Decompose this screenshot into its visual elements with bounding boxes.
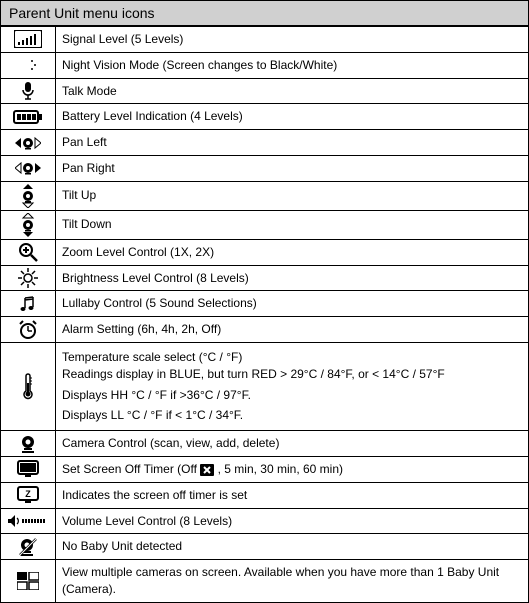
table-row: View multiple cameras on screen. Availab… [1,560,529,603]
table-row: Lullaby Control (5 Sound Selections) [1,291,529,317]
description: No Baby Unit detected [56,534,529,560]
header-bar: Parent Unit menu icons [0,0,529,26]
camera-control-icon [1,431,56,457]
table-row: Tilt Down [1,210,529,239]
table-row: Alarm Setting (6h, 4h, 2h, Off) [1,317,529,343]
signal-icon [1,27,56,53]
tilt-down-icon [1,210,56,239]
table-row: Temperature scale select (°C / °F) Readi… [1,342,529,430]
timer-text-b: , 5 min, 30 min, 60 min) [214,462,343,476]
temp-line1: Temperature scale select (°C / °F) [62,349,522,366]
tilt-up-icon [1,181,56,210]
table-row: No Baby Unit detected [1,534,529,560]
table-row: Tilt Up [1,181,529,210]
description: Pan Left [56,130,529,156]
battery-icon [1,104,56,130]
talk-icon [1,78,56,104]
description: Pan Right [56,155,529,181]
screen-timer-icon [1,456,56,482]
temperature-icon [1,342,56,430]
table-row: Brightness Level Control (8 Levels) [1,265,529,291]
table-row: Volume Level Control (8 Levels) [1,508,529,534]
description: Night Vision Mode (Screen changes to Bla… [56,52,529,78]
description: Temperature scale select (°C / °F) Readi… [56,342,529,430]
table-row: Night Vision Mode (Screen changes to Bla… [1,52,529,78]
no-baby-unit-icon [1,534,56,560]
pan-left-icon [1,130,56,156]
description: Signal Level (5 Levels) [56,27,529,53]
description: Alarm Setting (6h, 4h, 2h, Off) [56,317,529,343]
description: Brightness Level Control (8 Levels) [56,265,529,291]
timer-text-a: Set Screen Off Timer (Off [62,462,200,476]
table-row: Z Indicates the screen off timer is set [1,482,529,508]
table-row: Pan Right [1,155,529,181]
temp-line4: Displays LL °C / °F if < 1°C / 34°F. [62,407,522,424]
description: Set Screen Off Timer (Off , 5 min, 30 mi… [56,456,529,482]
description: Indicates the screen off timer is set [56,482,529,508]
table-row: Zoom Level Control (1X, 2X) [1,239,529,265]
timer-set-icon: Z [1,482,56,508]
description: Lullaby Control (5 Sound Selections) [56,291,529,317]
description: Camera Control (scan, view, add, delete) [56,431,529,457]
volume-icon [1,508,56,534]
table-row: Signal Level (5 Levels) [1,27,529,53]
pan-right-icon [1,155,56,181]
svg-text:Z: Z [25,489,31,499]
x-box-icon [200,464,214,476]
description: Volume Level Control (8 Levels) [56,508,529,534]
lullaby-icon [1,291,56,317]
table-row: Set Screen Off Timer (Off , 5 min, 30 mi… [1,456,529,482]
temp-line3: Displays HH °C / °F if >36°C / 97°F. [62,387,522,404]
description: Battery Level Indication (4 Levels) [56,104,529,130]
table-row: Pan Left [1,130,529,156]
table-row: Camera Control (scan, view, add, delete) [1,431,529,457]
icon-table: Signal Level (5 Levels) Night Vision Mod… [0,26,529,603]
description: Tilt Down [56,210,529,239]
description: Tilt Up [56,181,529,210]
table-row: Battery Level Indication (4 Levels) [1,104,529,130]
multi-camera-icon [1,560,56,603]
temp-line2: Readings display in BLUE, but turn RED >… [62,366,522,383]
table-row: Talk Mode [1,78,529,104]
brightness-icon [1,265,56,291]
zoom-icon [1,239,56,265]
alarm-icon [1,317,56,343]
description: Zoom Level Control (1X, 2X) [56,239,529,265]
description: View multiple cameras on screen. Availab… [56,560,529,603]
night-vision-icon [1,52,56,78]
description: Talk Mode [56,78,529,104]
